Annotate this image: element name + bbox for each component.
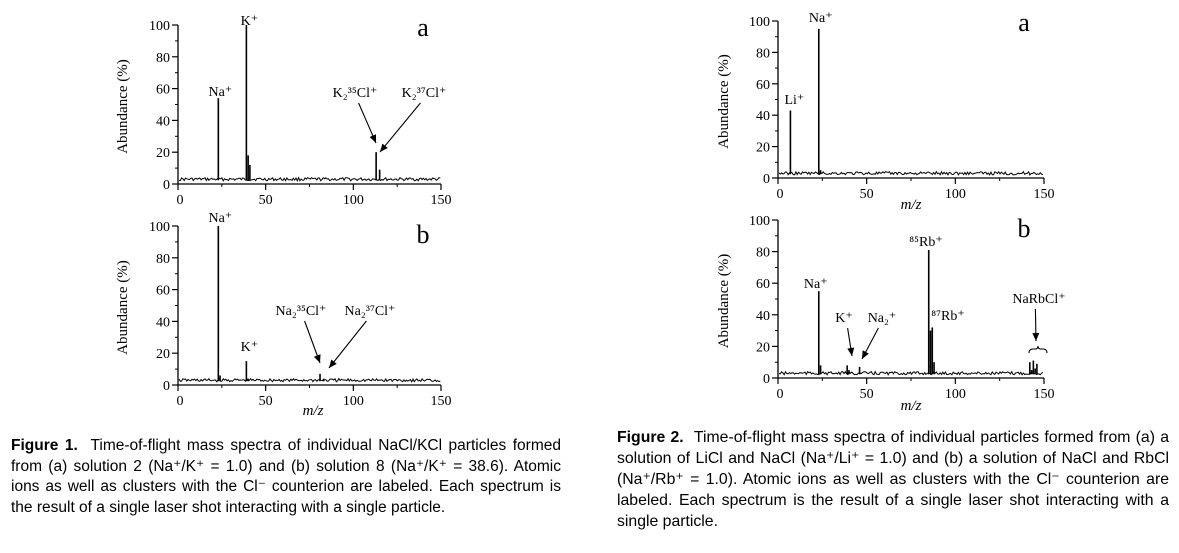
- x-tick-label: 0: [177, 394, 184, 409]
- x-tick-label: 100: [945, 187, 966, 202]
- peak-label: K⁺: [241, 340, 259, 355]
- y-tick-label: 60: [156, 83, 170, 98]
- figure-1-caption: Figure 1. Time-of-flight mass spectra of…: [11, 436, 561, 518]
- x-tick-label: 100: [945, 387, 966, 402]
- arrow-head: [1032, 332, 1040, 341]
- peak-label: Li⁺: [784, 93, 804, 108]
- y-tick-label: 60: [156, 284, 170, 299]
- peak-label: K₂³⁷Cl⁺: [402, 86, 447, 101]
- arrow-head: [847, 347, 855, 356]
- x-axis-label: m/z: [901, 398, 922, 414]
- y-tick-label: 80: [756, 46, 770, 61]
- panel-label: a: [417, 13, 429, 42]
- fig2a-chart: 0 20 40 60 80 100 0 50 100 150 Abundance (%) m/z a Li…: [716, 8, 1055, 213]
- figure-2-caption: Figure 2. Time-of-flight mass spectra of…: [617, 427, 1169, 532]
- y-tick-label: 40: [756, 309, 770, 324]
- x-tick-label: 50: [860, 387, 874, 402]
- panel-label: b: [1018, 214, 1031, 243]
- spectrum-baseline: [178, 176, 441, 183]
- spectrum-baseline: [178, 377, 441, 383]
- peak-label: Na₂⁺: [868, 311, 897, 326]
- y-tick-label: 20: [156, 347, 170, 362]
- panel-label: a: [1018, 8, 1030, 37]
- figure-2-caption-label: Figure 2.: [617, 429, 684, 446]
- y-axis-label: Abundance (%): [716, 254, 732, 349]
- peak-label: K⁺: [835, 311, 853, 326]
- arrow-head: [380, 143, 388, 152]
- axes-frame: [777, 21, 1044, 179]
- peak-label: K⁺: [241, 14, 259, 29]
- y-axis-label: Abundance (%): [115, 260, 131, 355]
- peak-label: Na⁺: [804, 277, 828, 292]
- spectrum-baseline: [778, 170, 1044, 176]
- y-tick-label: 0: [763, 172, 770, 187]
- x-tick-label: 50: [259, 193, 273, 208]
- x-tick-label: 150: [1034, 187, 1055, 202]
- y-tick-label: 80: [756, 246, 770, 261]
- x-axis-label: m/z: [901, 197, 922, 213]
- y-axis-label: Abundance (%): [115, 59, 131, 154]
- y-tick-label: 100: [149, 19, 170, 34]
- figure-2-caption-text: Time-of-flight mass spectra of individua…: [617, 429, 1169, 530]
- y-tick-label: 60: [756, 277, 770, 292]
- y-tick-label: 100: [749, 15, 770, 30]
- figure-1-caption-label: Figure 1.: [11, 437, 78, 454]
- x-axis-label: m/z: [303, 403, 324, 419]
- arrow-head: [369, 134, 377, 143]
- peak-label: NaRbCl⁺: [1012, 292, 1065, 307]
- x-tick-label: 0: [177, 193, 184, 208]
- x-tick-label: 50: [259, 394, 273, 409]
- peak-label: ⁸⁷Rb⁺: [931, 309, 965, 324]
- x-tick-label: 50: [860, 187, 874, 202]
- y-tick-label: 40: [756, 109, 770, 124]
- y-tick-label: 60: [756, 78, 770, 93]
- peak-label: Na⁺: [208, 85, 232, 100]
- y-tick-label: 20: [756, 141, 770, 156]
- peak-label: Na⁺: [809, 11, 833, 26]
- fig2b-chart: 0 20 40 60 80 100 0 50 100 150 Abundance (%) m/z b Na…: [716, 214, 1066, 414]
- x-tick-label: 0: [777, 187, 784, 202]
- peak-label: Na₂³⁷Cl⁺: [345, 304, 396, 319]
- x-tick-label: 150: [431, 394, 452, 409]
- arrow-head: [313, 354, 321, 363]
- x-tick-label: 150: [1034, 387, 1055, 402]
- y-tick-label: 40: [156, 315, 170, 330]
- peak-label: K₂³⁵Cl⁺: [333, 86, 378, 101]
- y-tick-label: 40: [156, 114, 170, 129]
- axes-frame: [177, 25, 441, 185]
- y-tick-label: 0: [763, 372, 770, 387]
- peak-label: ⁸⁵Rb⁺: [909, 235, 943, 250]
- label-arrow: [379, 102, 421, 153]
- y-tick-label: 20: [756, 340, 770, 355]
- fig1a-chart: 0 20 40 60 80 100 0 50 100 150 Abundance (%) a Na⁺ K⁺…: [115, 13, 452, 208]
- label-arrow: [328, 320, 367, 369]
- spectrum-baseline: [778, 370, 1044, 376]
- fig1b-chart: 0 20 40 60 80 100 0 50 100 150 Abundance (%) m/z b Na…: [115, 211, 452, 419]
- arrow-head: [329, 359, 337, 368]
- x-tick-label: 100: [343, 193, 364, 208]
- y-tick-label: 0: [163, 178, 170, 193]
- y-tick-label: 100: [149, 220, 170, 235]
- y-tick-label: 80: [156, 51, 170, 66]
- y-tick-label: 80: [156, 252, 170, 267]
- figure-1-caption-text: Time-of-flight mass spectra of individua…: [11, 437, 561, 516]
- panel-label: b: [417, 220, 430, 249]
- y-tick-label: 100: [749, 214, 770, 229]
- cluster-brace: [1028, 345, 1048, 354]
- y-tick-label: 20: [156, 146, 170, 161]
- arrow-head: [862, 350, 869, 359]
- x-tick-label: 150: [431, 193, 452, 208]
- y-tick-label: 0: [163, 379, 170, 394]
- x-tick-label: 0: [777, 387, 784, 402]
- peak-label: Na₂³⁵Cl⁺: [276, 304, 327, 319]
- peak-label: Na⁺: [208, 211, 232, 226]
- y-axis-label: Abundance (%): [716, 54, 732, 149]
- x-tick-label: 100: [343, 394, 364, 409]
